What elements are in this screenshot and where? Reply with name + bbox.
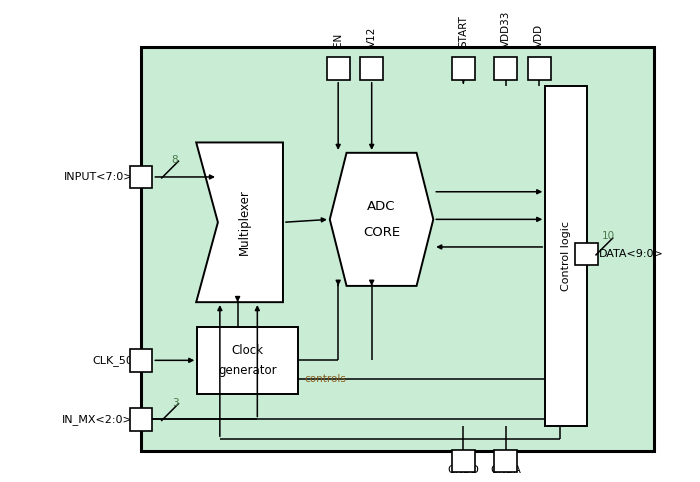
Text: 10: 10 [602,231,615,241]
Text: Control logic: Control logic [561,221,571,291]
Text: VDD33: VDD33 [500,11,511,47]
Text: generator: generator [218,364,276,377]
Bar [528,57,551,80]
Polygon shape [330,153,433,286]
Polygon shape [196,143,283,302]
Bar [494,450,517,472]
Bar [452,450,475,472]
Text: Clock: Clock [232,344,263,357]
Text: DATA<9:0>: DATA<9:0> [598,249,663,259]
Bar [141,47,654,451]
Bar [327,57,349,80]
Bar [360,57,383,80]
Text: EN: EN [333,33,343,47]
Text: 8: 8 [172,155,178,165]
Bar [575,242,598,265]
Text: GNDA: GNDA [490,465,522,475]
Bar [494,57,517,80]
Bar [130,166,153,188]
Bar [197,327,298,394]
Text: V12: V12 [367,27,377,47]
Text: GNDD: GNDD [447,465,480,475]
Bar [545,86,587,427]
Bar [130,349,153,372]
Text: INPUT<7:0>: INPUT<7:0> [64,172,133,182]
Text: 3: 3 [172,398,178,408]
Text: IN_MX<2:0>: IN_MX<2:0> [62,414,133,425]
Text: ADC: ADC [368,200,395,213]
Bar [130,408,153,431]
Text: Multiplexer: Multiplexer [238,189,251,255]
Text: VDD: VDD [534,24,545,47]
Bar [452,57,475,80]
Text: CORE: CORE [363,226,400,239]
Text: START: START [458,15,468,47]
Text: controls: controls [304,374,346,384]
Text: CLK_50: CLK_50 [92,355,133,366]
